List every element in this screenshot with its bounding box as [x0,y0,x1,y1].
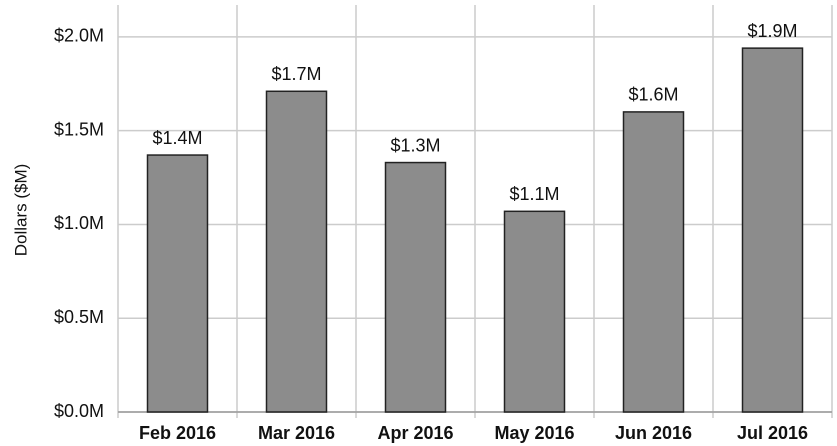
data-label: $1.1M [509,184,559,204]
y-tick-label: $2.0M [54,26,104,46]
bar [741,47,804,413]
bar [503,210,566,413]
x-tick-label: Jul 2016 [737,423,808,443]
data-label: $1.7M [271,64,321,84]
x-tick-label: Feb 2016 [139,423,216,443]
bar [384,161,447,413]
x-tick-label: Mar 2016 [258,423,335,443]
y-tick-label: $0.0M [54,401,104,421]
data-label: $1.4M [152,128,202,148]
bar [622,111,685,413]
x-tick-label: May 2016 [494,423,574,443]
y-tick-label: $1.5M [54,119,104,139]
y-tick-label: $1.0M [54,213,104,233]
x-tick-label: Apr 2016 [377,423,453,443]
data-label: $1.6M [628,85,678,105]
y-axis-label: Dollars ($M) [11,164,30,257]
data-label: $1.3M [390,135,440,155]
bar [265,90,328,413]
y-tick-label: $0.5M [54,307,104,327]
bar [146,154,209,413]
x-tick-label: Jun 2016 [615,423,692,443]
data-label: $1.9M [747,21,797,41]
